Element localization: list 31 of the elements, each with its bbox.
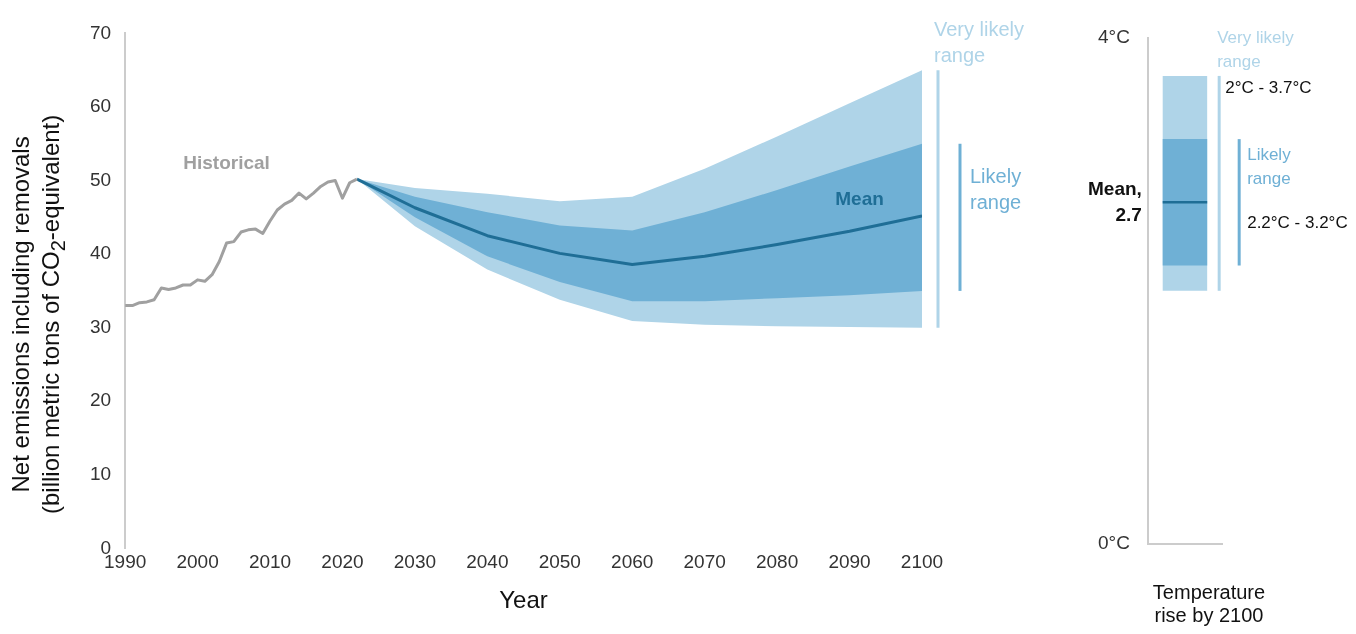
x-axis-title: Year xyxy=(499,586,548,614)
x-axis-title: Temperature rise by 2100 xyxy=(1151,581,1267,627)
legend-label: Likely range xyxy=(970,164,1022,213)
x-tick-label: 2030 xyxy=(393,551,437,573)
y-tick-label: 0°C xyxy=(1098,531,1130,553)
x-tick-label: 2020 xyxy=(321,551,364,573)
y-tick-label: 70 xyxy=(89,21,112,43)
x-tick-label: 2050 xyxy=(538,551,581,573)
x-tick-label: 2090 xyxy=(828,551,871,573)
text: Likely range xyxy=(1247,144,1292,188)
x-tick-label: 2040 xyxy=(466,551,509,573)
y-tick-label: 4°C xyxy=(1098,26,1130,48)
x-tick-label: 2070 xyxy=(683,551,726,573)
y-tick-label: 40 xyxy=(89,242,112,264)
x-tick-label: 2080 xyxy=(755,551,799,573)
y-tick-label: 50 xyxy=(89,168,112,190)
legend-label: Very likely range xyxy=(934,17,1025,66)
x-tick-label: 2010 xyxy=(248,551,292,573)
y-tick-label: 10 xyxy=(89,463,112,485)
ref-line-label: Mean, 2.7 xyxy=(1088,177,1142,225)
y-tick-label: 30 xyxy=(89,315,112,337)
x-tick-label: 2100 xyxy=(900,551,944,573)
y-tick-label: 20 xyxy=(89,389,112,411)
text: 2.2°C - 3.2°C xyxy=(1247,212,1348,232)
x-tick-label: 2000 xyxy=(176,551,219,573)
text: 2°C - 3.7°C xyxy=(1225,77,1312,97)
y-tick-label: 60 xyxy=(89,95,112,117)
series-label: Very likely range xyxy=(1217,27,1295,71)
series-label: Historical xyxy=(183,151,270,173)
x-tick-label: 2060 xyxy=(611,551,654,573)
series-label: Mean xyxy=(835,188,884,210)
